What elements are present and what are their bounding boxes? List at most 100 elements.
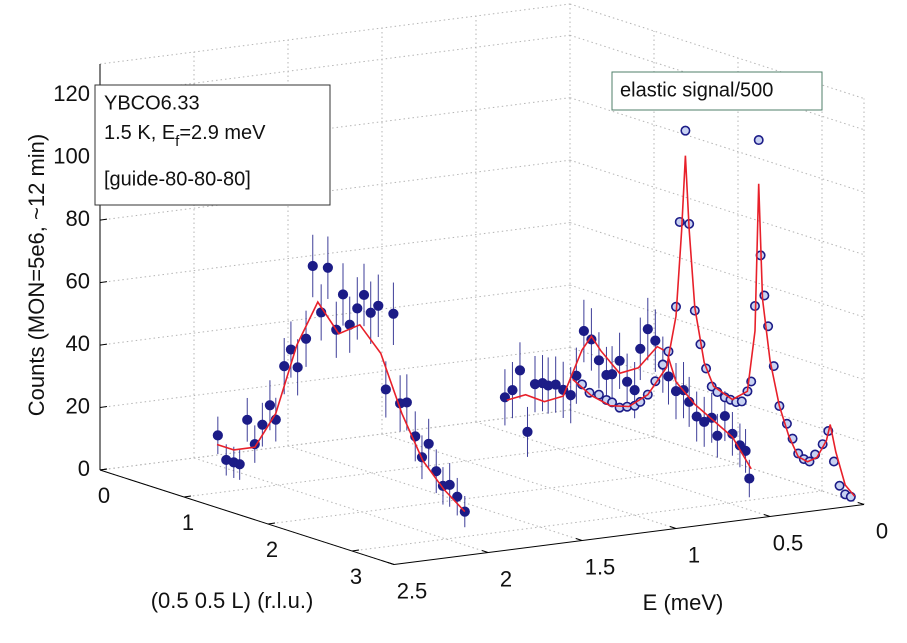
z-tick-label: 100 (53, 144, 90, 169)
x-tick (99, 468, 108, 471)
x-axis-title: (0.5 0.5 L) (r.l.u.) (151, 588, 314, 613)
annotation-line: 1.5 K, Ef=2.9 meV (104, 122, 266, 150)
data-point (606, 369, 618, 380)
data-point (264, 400, 276, 411)
grid (99, 3, 865, 565)
z-tick-label: 20 (66, 393, 90, 418)
data-point (249, 439, 260, 450)
open-marker (845, 491, 856, 502)
y-tick-label: 1 (688, 542, 700, 567)
grid-line (475, 421, 771, 517)
data-point (212, 430, 223, 441)
z-tick-label: 120 (53, 81, 90, 106)
x-tick (351, 549, 360, 552)
data-point (388, 308, 399, 319)
open-marker (834, 480, 845, 491)
data-point (642, 324, 653, 335)
data-point (691, 411, 702, 422)
data-point (514, 365, 526, 376)
annotation-part: 1.5 K, E (104, 122, 175, 144)
grid-line (99, 409, 571, 471)
annotation-line: YBCO6.33 (104, 92, 200, 114)
open-marker (680, 125, 691, 136)
frame-edge (99, 3, 571, 65)
axes: 0 20 40 60 80 100 120 0 1 2 3 0 0.5 1 1.5 2 2.5 (53, 64, 888, 603)
data-point (614, 355, 625, 366)
data-point (578, 325, 589, 337)
y-axis-title: E (meV) (643, 590, 724, 615)
grid-line (193, 457, 489, 553)
z-tick-label: 0 (78, 456, 90, 481)
y-tick (763, 514, 771, 517)
x-tick (267, 522, 276, 525)
grid-line (99, 222, 571, 284)
grid-line (569, 222, 865, 318)
z-tick-label: 60 (66, 268, 90, 293)
marks (212, 125, 856, 528)
data-point (565, 390, 576, 401)
x-tick-label: 1 (182, 510, 194, 535)
data-point (373, 300, 384, 311)
data-point (300, 333, 312, 344)
x-tick-label: 3 (350, 564, 362, 589)
y-tick-label: 0 (876, 518, 888, 543)
data-point (234, 459, 245, 470)
annotation-line: [guide-80-80-80] (104, 168, 251, 190)
grid-line (99, 409, 571, 471)
data-point (365, 307, 376, 318)
grid-line (569, 284, 865, 381)
y-tick (481, 550, 489, 553)
data-point (358, 289, 370, 301)
data-point (279, 361, 290, 372)
legend: elastic signal/500 (611, 71, 823, 111)
z-tick-label: 40 (66, 331, 90, 356)
data-point (307, 260, 318, 272)
open-marker (736, 396, 747, 407)
data-point (257, 419, 268, 430)
grid-line (381, 433, 677, 529)
grid-line (351, 490, 823, 552)
open-marker (759, 290, 770, 301)
grid-line (569, 159, 865, 256)
annotation-part: =2.9 meV (179, 122, 266, 144)
data-point (650, 335, 661, 346)
z-axis-title: Counts (MON=5e6, ~12 min) (24, 134, 49, 416)
data-point (444, 479, 455, 490)
x-axis (99, 469, 395, 565)
data-point (401, 397, 412, 408)
data-point (380, 384, 391, 395)
annotation-box (94, 84, 331, 206)
data-point (352, 303, 363, 314)
legend-label: elastic signal/500 (620, 79, 773, 101)
data-point (292, 362, 303, 373)
z-tick (99, 406, 108, 409)
data-point (522, 426, 533, 438)
annotation-subscript: f (175, 133, 180, 150)
data-point (593, 355, 605, 366)
data-point (507, 385, 518, 396)
open-marker (650, 376, 661, 387)
grid-line (569, 97, 865, 193)
data-point (744, 473, 755, 484)
y-axis (393, 504, 865, 565)
data-point (622, 376, 633, 387)
x-tick-label: 0 (98, 483, 110, 508)
data-point (712, 430, 723, 441)
data-point (586, 334, 597, 345)
y-tick (575, 538, 583, 541)
z-tick (99, 281, 108, 284)
x-tick-label: 2 (266, 537, 278, 562)
data-point (550, 379, 561, 390)
y-tick (857, 502, 865, 505)
fit-line (506, 334, 752, 470)
y-tick-label: 1.5 (585, 554, 616, 579)
fit-line (216, 300, 466, 513)
x-tick (183, 495, 192, 498)
data-point (322, 262, 333, 273)
data-point (452, 491, 463, 502)
fit-line (572, 155, 856, 497)
legend-box (611, 71, 823, 111)
open-marker (753, 135, 764, 146)
data-point (629, 385, 640, 396)
